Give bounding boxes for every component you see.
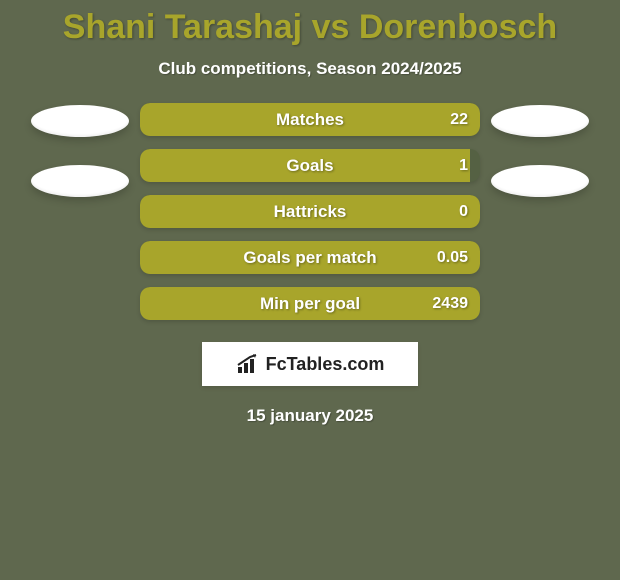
player-left-column <box>20 103 140 197</box>
page-title: Shani Tarashaj vs Dorenbosch <box>63 0 557 47</box>
stat-bar: Min per goal2439 <box>140 287 480 320</box>
stat-bar-value: 22 <box>450 111 468 129</box>
stat-bar: Goals per match0.05 <box>140 241 480 274</box>
chart-icon <box>236 353 260 375</box>
player-right-column <box>480 103 600 197</box>
comparison-section: Matches22 Goals1 Hattricks0 Goals per match… <box>0 103 620 320</box>
stat-bar-label: Goals <box>140 156 480 176</box>
stat-bar-value: 0 <box>459 203 468 221</box>
stat-bar-value: 0.05 <box>437 249 468 267</box>
stat-bar-label: Matches <box>140 110 480 130</box>
stat-bar: Matches22 <box>140 103 480 136</box>
player-left-oval-1 <box>31 105 129 137</box>
stat-bar-label: Goals per match <box>140 248 480 268</box>
player-right-oval-2 <box>491 165 589 197</box>
infographic-container: Shani Tarashaj vs Dorenbosch Club compet… <box>0 0 620 580</box>
stat-bar-label: Hattricks <box>140 202 480 222</box>
stat-bar: Goals1 <box>140 149 480 182</box>
stat-bar: Hattricks0 <box>140 195 480 228</box>
player-right-oval-1 <box>491 105 589 137</box>
stat-bar-value: 2439 <box>432 295 468 313</box>
player-left-oval-2 <box>31 165 129 197</box>
logo-text: FcTables.com <box>266 354 385 375</box>
page-subtitle: Club competitions, Season 2024/2025 <box>158 59 461 79</box>
logo-box: FcTables.com <box>202 342 418 386</box>
stat-bars-column: Matches22 Goals1 Hattricks0 Goals per match… <box>140 103 480 320</box>
stat-bar-value: 1 <box>459 157 468 175</box>
stat-bar-label: Min per goal <box>140 294 480 314</box>
footer-date: 15 january 2025 <box>247 406 374 426</box>
